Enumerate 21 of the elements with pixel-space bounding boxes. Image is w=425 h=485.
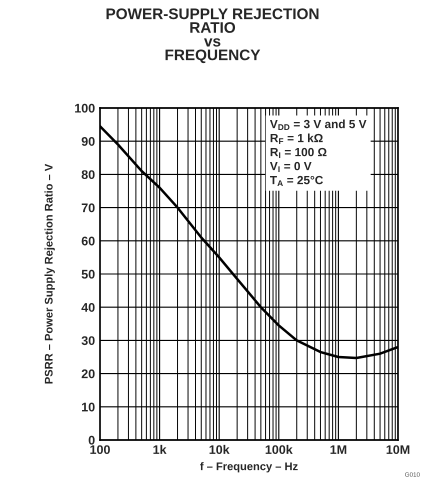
y-tick-label: 50 [82,270,95,279]
y-tick-label: 10 [82,402,95,412]
y-tick-label: 0 [88,436,95,445]
y-tick-label: 30 [82,336,95,346]
y-tick-label: 70 [82,203,95,212]
x-tick-label: 1M [330,445,346,454]
y-tick-label: 20 [82,369,95,378]
y-tick-label: 40 [81,303,95,312]
x-tick-label: 100k [266,444,293,454]
y-tick-label: 90 [82,137,95,146]
x-tick-label: 10M [386,445,410,454]
x-tick-label: 10k [210,444,230,454]
x-tick-label: 1k [153,444,167,454]
chart-title: POWER-SUPPLY REJECTION RATIO vs FREQUENCY [106,8,318,64]
x-axis-title: f – Frequency – Hz [200,462,298,472]
x-tick-label: 100 [90,445,110,454]
text: V$_{DD}$ = 3 V and 5 V R$_{F}$ = 1 kΩ R$_{I}$ = 100 Ω V$_{I}$ = 0 V T$_{A}$ = 25°C [270,120,366,186]
y-axis-title: PSRR – Power Supply Rejection Ratio – V [44,164,55,384]
y-tick-label: 80 [82,170,95,180]
y-tick-label: 60 [82,236,95,246]
y-tick-label: 100 [75,104,95,113]
